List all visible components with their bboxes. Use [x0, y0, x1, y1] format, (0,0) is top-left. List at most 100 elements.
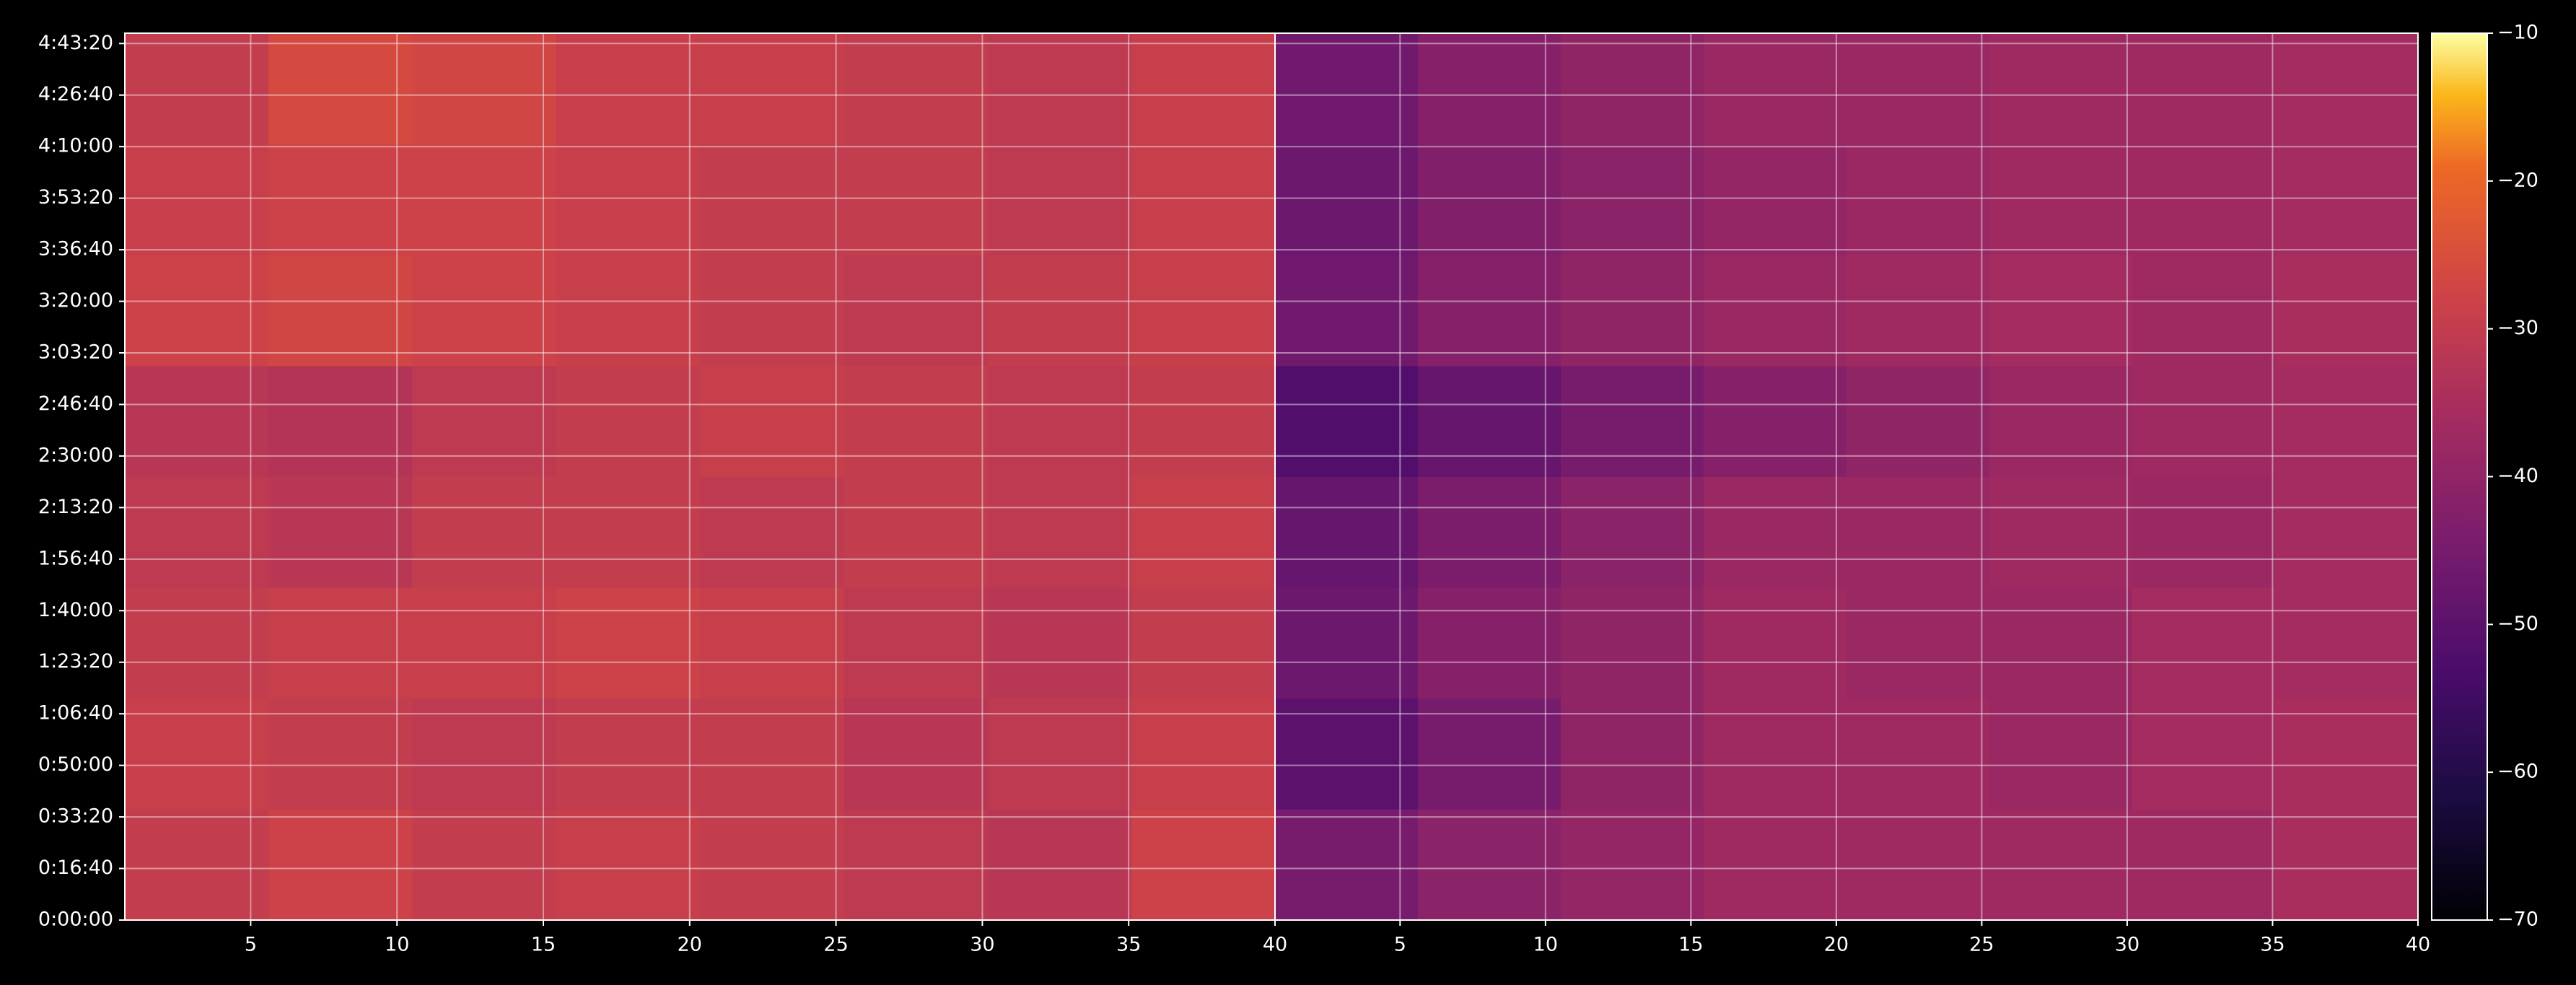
- heat-cell: [1418, 255, 1561, 367]
- y-tick-label: 2:13:20: [38, 496, 113, 518]
- heat-cell: [1846, 255, 1990, 367]
- colorbar-tick-label: −40: [2497, 465, 2538, 487]
- heat-cell: [2132, 587, 2276, 699]
- heat-cell: [1418, 698, 1561, 810]
- heat-cell: [125, 809, 269, 921]
- heat-cell: [1561, 809, 1704, 921]
- heat-cell: [556, 144, 701, 255]
- heat-cell: [1704, 255, 1847, 367]
- x-tick-label: 10: [385, 934, 409, 956]
- heat-cell: [987, 144, 1132, 255]
- x-tick-label: 20: [678, 934, 702, 956]
- y-tick-label: 0:50:00: [38, 753, 113, 776]
- y-tick-label: 3:53:20: [38, 186, 113, 209]
- heat-cell: [700, 33, 844, 145]
- heat-cell: [125, 255, 269, 367]
- heat-cell: [268, 698, 413, 810]
- heat-cell: [987, 255, 1132, 367]
- colorbar-tick-label: −20: [2497, 169, 2538, 191]
- y-tick-label: 0:33:20: [38, 805, 113, 828]
- heat-cell: [987, 587, 1132, 699]
- x-tick-label: 15: [531, 934, 556, 956]
- heat-cell: [125, 476, 269, 588]
- y-tick-label: 0:00:00: [38, 909, 113, 931]
- heat-cell: [844, 476, 988, 588]
- heat-cell: [1275, 33, 1419, 145]
- heat-cell: [556, 698, 701, 810]
- heat-cell: [1846, 587, 1990, 699]
- y-tick-label: 4:10:00: [38, 135, 113, 157]
- heat-cell: [1704, 33, 1847, 145]
- heat-cell: [268, 809, 413, 921]
- heat-cell: [1704, 144, 1847, 255]
- heat-cell: [2275, 698, 2419, 810]
- heat-cell: [1989, 365, 2133, 477]
- heat-cell: [125, 365, 269, 477]
- heat-cell: [556, 33, 701, 145]
- heat-cell: [1846, 809, 1990, 921]
- x-tick-label: 30: [2115, 934, 2139, 956]
- heat-cell: [125, 144, 269, 255]
- heat-cell: [1275, 587, 1419, 699]
- heat-cell: [268, 33, 413, 145]
- heat-cell: [1131, 698, 1276, 810]
- x-tick-label: 25: [823, 934, 848, 956]
- heat-cell: [1704, 476, 1847, 588]
- heat-cell: [1846, 144, 1990, 255]
- heat-cell: [1704, 365, 1847, 477]
- y-tick-label: 2:46:40: [38, 393, 113, 415]
- heat-cell: [2132, 144, 2276, 255]
- heat-cell: [412, 255, 557, 367]
- colorbar: [2431, 32, 2488, 921]
- heat-cell: [268, 365, 413, 477]
- heat-cell: [987, 698, 1132, 810]
- colorbar-tick-label: −50: [2497, 613, 2538, 635]
- heat-cell: [1846, 698, 1990, 810]
- heat-cell: [1846, 365, 1990, 477]
- x-tick-label: 35: [1116, 934, 1141, 956]
- heat-cell: [1989, 476, 2133, 588]
- heat-cell: [268, 587, 413, 699]
- heat-cell: [1704, 698, 1847, 810]
- heat-cell: [1561, 698, 1704, 810]
- x-tick-label: 5: [1394, 934, 1406, 956]
- x-tick-label: 20: [1824, 934, 1849, 956]
- heat-cell: [1131, 144, 1276, 255]
- y-tick-label: 1:06:40: [38, 702, 113, 724]
- heat-cell: [1131, 33, 1276, 145]
- heat-cell: [1561, 476, 1704, 588]
- heat-cell: [1418, 144, 1561, 255]
- x-tick-label: 40: [2406, 934, 2430, 956]
- heat-cell: [556, 365, 701, 477]
- heat-cell: [556, 255, 701, 367]
- heat-cell: [1846, 476, 1990, 588]
- heat-cell: [1275, 365, 1419, 477]
- heat-cell: [412, 365, 557, 477]
- heat-cell: [2275, 255, 2419, 367]
- heat-cell: [268, 476, 413, 588]
- heat-cell: [987, 365, 1132, 477]
- y-tick-label: 1:56:40: [38, 547, 113, 569]
- colorbar-tick-label: −30: [2497, 317, 2538, 339]
- heat-cell: [2275, 144, 2419, 255]
- heat-cell: [2132, 255, 2276, 367]
- heat-cell: [412, 144, 557, 255]
- y-tick-label: 0:16:40: [38, 857, 113, 879]
- heat-cell: [844, 587, 988, 699]
- heat-cell: [844, 809, 988, 921]
- heat-cell: [1418, 33, 1561, 145]
- heat-cell: [1131, 255, 1276, 367]
- heat-cell: [1704, 809, 1847, 921]
- heat-cell: [1561, 33, 1704, 145]
- heat-cell: [125, 587, 269, 699]
- heat-cell: [1275, 255, 1419, 367]
- heat-cell: [1418, 587, 1561, 699]
- x-tick-label: 10: [1533, 934, 1558, 956]
- heat-cell: [700, 476, 844, 588]
- heat-cell: [700, 365, 844, 477]
- colorbar-tick-label: −70: [2497, 909, 2538, 931]
- y-tick-label: 3:20:00: [38, 289, 113, 312]
- y-tick-label: 2:30:00: [38, 444, 113, 466]
